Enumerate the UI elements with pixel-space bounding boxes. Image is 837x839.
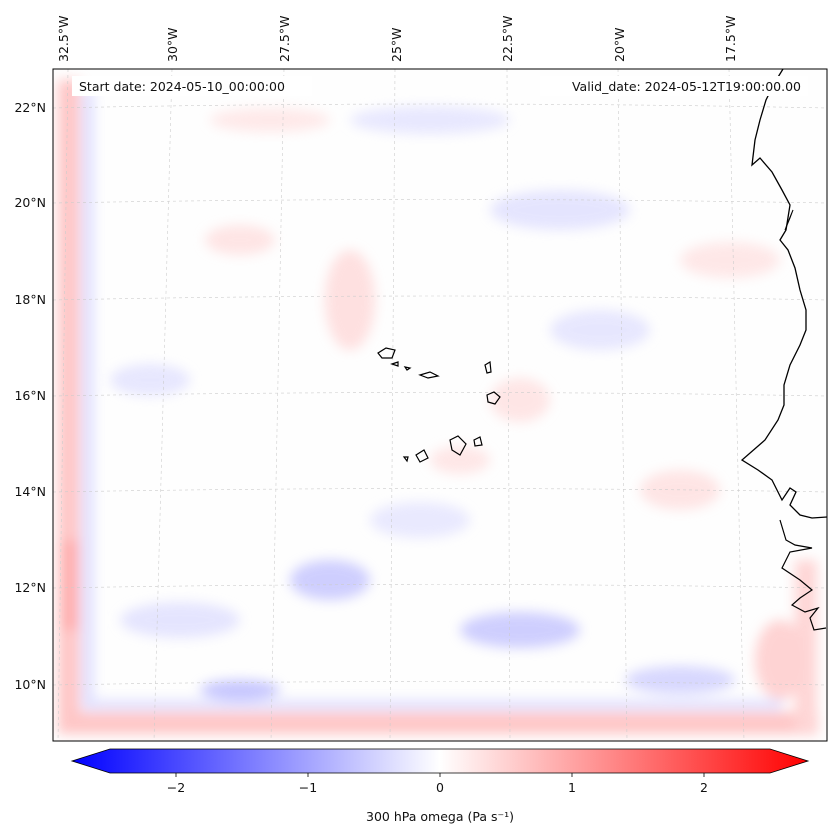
omega-field [53, 69, 827, 741]
lon-label: 27.5°W [277, 16, 292, 62]
colorbar-tick-label: −2 [167, 780, 185, 795]
lon-label: 17.5°W [723, 16, 738, 62]
colorbar-tick-label: 2 [700, 780, 708, 795]
start-date-label: Start date: 2024-05-10_00:00:00 [79, 79, 285, 94]
valid-date-label: Valid_date: 2024-05-12T19:00:00.00 [572, 79, 801, 94]
map-panel: Start date: 2024-05-10_00:00:00 Valid_da… [52, 68, 828, 742]
cape-verde-islands [377, 347, 501, 463]
lon-label: 20°W [612, 27, 627, 62]
colorbar-label: 300 hPa omega (Pa s⁻¹) [366, 809, 514, 824]
valid-date-box [540, 76, 808, 96]
lon-label: 30°W [165, 27, 180, 62]
colorbar: −2 −1 0 1 2 300 hPa omega (Pa s⁻¹) [70, 748, 810, 824]
lat-label: 10°N [14, 677, 46, 692]
lon-label: 22.5°W [500, 16, 515, 62]
lat-label: 22°N [14, 100, 46, 115]
lat-label: 14°N [14, 484, 46, 499]
longitude-labels: 32.5°W 30°W 27.5°W 25°W 22.5°W 20°W 17.5… [56, 16, 738, 62]
lat-label: 16°N [14, 388, 46, 403]
lon-label: 32.5°W [56, 16, 71, 62]
latitude-labels: 22°N 20°N 18°N 16°N 14°N 12°N 10°N [14, 100, 46, 692]
lat-label: 18°N [14, 292, 46, 307]
map-frame [52, 68, 828, 742]
lon-label: 25°W [389, 27, 404, 62]
map-background [53, 69, 827, 741]
graticule [53, 69, 827, 741]
coast-guinea [779, 519, 827, 631]
start-date-box [72, 76, 312, 96]
colorbar-ticks: −2 −1 0 1 2 [167, 773, 708, 795]
colorbar-tick-label: 0 [436, 780, 444, 795]
lat-label: 12°N [14, 580, 46, 595]
africa-coastline [740, 69, 827, 519]
colorbar-tick-label: −1 [299, 780, 317, 795]
colorbar-tick-label: 1 [568, 780, 576, 795]
colorbar-bar [70, 748, 810, 774]
lat-label: 20°N [14, 195, 46, 210]
